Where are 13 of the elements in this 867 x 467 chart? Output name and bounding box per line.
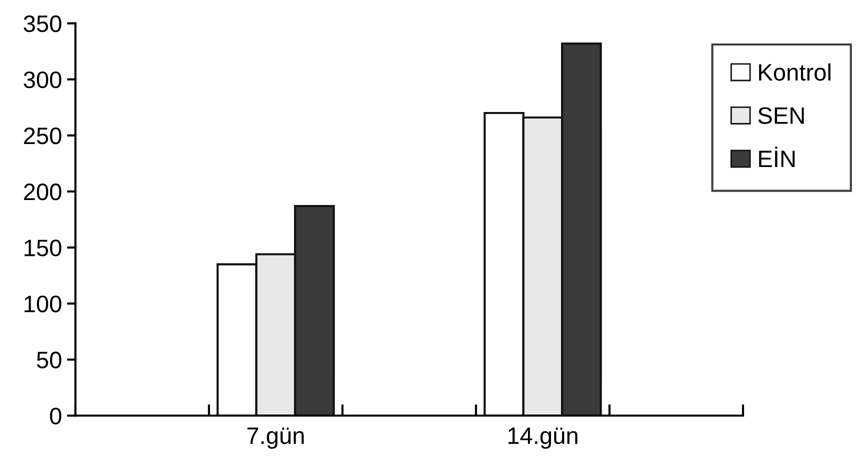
y-tick-label: 150 [24,240,62,256]
y-tick-label: 300 [24,71,62,88]
legend-label: EİN [759,146,795,168]
legend-label: Kontrol [759,63,830,81]
y-tick-label: 250 [24,128,62,144]
y-tick-label: 0 [50,408,62,424]
x-tick-label: 7.gün [247,428,304,449]
y-tick-label: 200 [24,184,62,200]
y-tick-label: 100 [24,296,62,312]
x-tick-label: 14.gün [508,428,578,449]
y-tick-label: 50 [36,352,62,368]
legend-label: SEN [758,107,804,124]
y-tick-label: 350 [24,15,62,32]
